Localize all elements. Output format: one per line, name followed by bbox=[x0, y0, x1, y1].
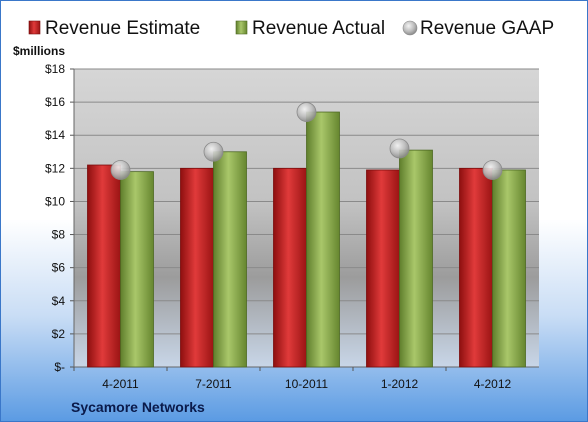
legend-label: Revenue Actual bbox=[252, 18, 385, 39]
y-axis-ticks: $- $2 $4 $6 $8 $10 $12 $14 $16 $18 bbox=[45, 62, 65, 374]
y-tick-label: $12 bbox=[45, 161, 65, 175]
y-axis-unit-label: $millions bbox=[13, 44, 65, 58]
gaap-marker bbox=[203, 141, 224, 162]
legend-swatch bbox=[235, 20, 248, 35]
y-tick-label: $8 bbox=[52, 228, 66, 242]
gaap-marker bbox=[482, 160, 503, 180]
actual-bar bbox=[306, 111, 340, 368]
gaap-marker bbox=[296, 102, 317, 122]
legend: Revenue Estimate Revenue Actual Revenue GA… bbox=[28, 18, 554, 39]
x-tick-label: 4-2011 bbox=[102, 377, 139, 391]
actual-bar bbox=[120, 171, 154, 368]
actual-bar bbox=[492, 169, 526, 368]
x-tick-label: 1-2012 bbox=[381, 377, 419, 391]
y-tick-label: $6 bbox=[52, 261, 66, 275]
x-tick-label: 10-2011 bbox=[285, 377, 328, 391]
y-tick-label: $18 bbox=[45, 62, 65, 76]
y-tick-label: $2 bbox=[52, 327, 66, 341]
actual-bar bbox=[213, 151, 247, 368]
x-tick-label: 4-2012 bbox=[474, 377, 512, 391]
actual-bar bbox=[399, 149, 433, 368]
y-tick-label: $14 bbox=[45, 128, 65, 142]
estimate-bar bbox=[273, 167, 307, 368]
legend-label: Revenue Estimate bbox=[45, 18, 200, 39]
estimate-bar bbox=[87, 164, 121, 368]
y-tick-label: $4 bbox=[52, 294, 66, 308]
bars bbox=[87, 111, 526, 368]
x-axis-ticks: 4-2011 7-2011 10-2011 1-2012 4-2012 bbox=[73, 367, 512, 391]
legend-label: Revenue GAAP bbox=[420, 18, 554, 39]
estimate-bar bbox=[180, 167, 214, 368]
gaap-markers bbox=[110, 102, 503, 180]
x-tick-label: 7-2011 bbox=[195, 377, 232, 391]
y-tick-label: $10 bbox=[45, 194, 65, 208]
y-tick-label: $- bbox=[54, 360, 65, 374]
gaap-marker bbox=[389, 138, 410, 159]
estimate-bar bbox=[459, 167, 493, 368]
y-tick-label: $16 bbox=[45, 95, 65, 109]
gaap-marker bbox=[110, 160, 131, 180]
legend-swatch bbox=[28, 20, 41, 35]
estimate-bar bbox=[366, 169, 400, 368]
company-name: Sycamore Networks bbox=[71, 399, 205, 415]
legend-swatch bbox=[402, 20, 418, 36]
